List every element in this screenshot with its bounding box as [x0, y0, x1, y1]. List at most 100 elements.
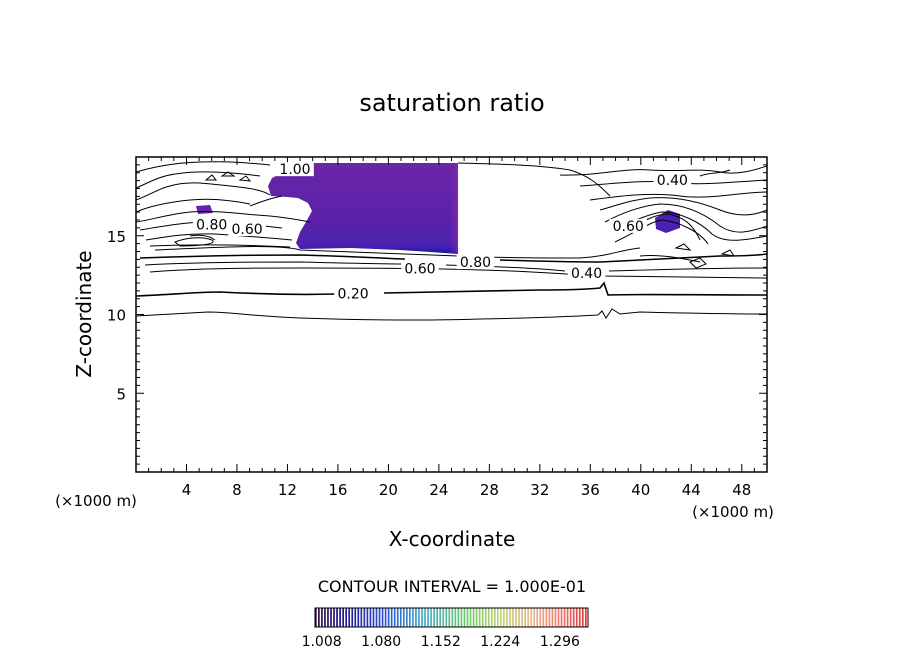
colorbar-tick-label: 1.008	[302, 634, 342, 650]
colorbar-labels: 1.008 1.080 1.152 1.224 1.296	[302, 634, 580, 650]
colorbar-stripe	[475, 608, 478, 627]
colorbar-stripe	[551, 608, 554, 627]
colorbar-stripe	[506, 608, 508, 627]
contour-label-bg	[567, 266, 606, 281]
colorbar-stripe	[342, 608, 344, 627]
contour-label: 0.60	[404, 261, 435, 277]
colorbar-stripe	[500, 608, 502, 627]
colorbar-stripe	[490, 608, 493, 627]
colorbar-stripe	[418, 608, 420, 627]
colorbar-stripe	[493, 608, 496, 627]
colorbar-stripe	[454, 608, 457, 627]
colorbar-stripe	[578, 608, 581, 627]
colorbar-stripe	[515, 608, 517, 627]
colorbar-stripe	[548, 608, 551, 627]
y-tick-label: 10	[107, 307, 126, 325]
contour-label: 0.60	[613, 219, 644, 235]
colorbar-stripe	[315, 608, 317, 627]
chart-title: saturation ratio	[359, 89, 544, 117]
contour-label-bg	[228, 222, 266, 237]
colorbar-stripe	[557, 608, 560, 627]
contour-interval-label: CONTOUR INTERVAL = 1.000E-01	[318, 577, 586, 596]
colorbar-stripe	[357, 608, 360, 627]
colorbar-stripe	[536, 608, 539, 627]
colorbar-stripe	[439, 608, 442, 627]
colorbar-stripe	[384, 608, 387, 627]
colorbar-stripe	[554, 608, 557, 627]
y-axis-units: (×1000 m)	[55, 492, 137, 510]
colorbar-frame	[314, 607, 589, 628]
colorbar-stripe	[433, 608, 435, 627]
colorbar-stripe	[448, 608, 451, 627]
colorbar-stripe	[390, 608, 393, 627]
contour-label: 0.80	[460, 255, 491, 271]
colorbar-stripe	[584, 608, 587, 627]
colorbar-stripe	[399, 608, 402, 627]
x-tick-label: 12	[278, 481, 297, 499]
y-tick-label: 15	[107, 228, 126, 246]
colorbar-stripe	[575, 608, 578, 627]
colorbar-stripe	[354, 608, 357, 627]
colorbar-stripe	[412, 608, 414, 627]
y-tick-label: 5	[116, 385, 126, 403]
colorbar-stripe	[372, 608, 375, 627]
x-tick-label: 36	[581, 481, 600, 499]
contour-label-bg	[276, 162, 314, 177]
contour-label-bg	[192, 217, 231, 232]
supersaturation-fill	[268, 163, 458, 254]
colorbar-stripe	[503, 608, 505, 627]
colorbar-stripe	[415, 608, 417, 627]
colorbar-stripe	[351, 608, 354, 627]
colorbar-stripe	[375, 608, 378, 627]
colorbar-stripe	[421, 608, 423, 627]
colorbar-stripe	[572, 608, 575, 627]
plot-area	[136, 161, 767, 321]
contour-label: 0.80	[196, 217, 227, 233]
y-tick-labels: 5 10 15	[107, 228, 126, 404]
colorbar-stripe	[406, 608, 408, 627]
colorbar-stripe	[539, 608, 542, 627]
contour-label: 0.40	[571, 266, 602, 282]
colorbar-stripe	[442, 608, 445, 627]
contour-label-bg	[653, 173, 692, 188]
x-tick-label: 20	[379, 481, 398, 499]
colorbar-stripe	[457, 608, 460, 627]
x-tick-label: 24	[429, 481, 448, 499]
colorbar-stripe	[581, 608, 584, 627]
colorbar-stripe	[545, 608, 548, 627]
colorbar-stripe	[566, 608, 569, 627]
colorbar-stripe	[366, 608, 369, 627]
colorbar-stripe	[324, 608, 326, 627]
colorbar-stripe	[518, 608, 520, 627]
colorbar-stripe	[512, 608, 514, 627]
colorbar-tick-label: 1.224	[480, 634, 520, 650]
colorbar-stripe	[330, 608, 332, 627]
colorbar-stripe	[487, 608, 490, 627]
colorbar-tick-label: 1.296	[540, 634, 580, 650]
colorbar-stripe	[381, 608, 384, 627]
colorbar-stripe	[560, 608, 563, 627]
colorbar-stripe	[333, 608, 335, 627]
contour-label-bg	[334, 286, 372, 301]
contour-label: 1.00	[279, 162, 310, 178]
x-axis-title: X-coordinate	[389, 527, 516, 551]
colorbar-stripe	[436, 608, 439, 627]
colorbar-stripe	[509, 608, 511, 627]
colorbar-stripe	[466, 608, 469, 627]
colorbar-stripe	[533, 608, 536, 627]
colorbar-stripe	[363, 608, 366, 627]
colorbar-stripe	[393, 608, 396, 627]
colorbar-stripe	[478, 608, 481, 627]
colorbar-stripe	[521, 608, 523, 627]
x-tick-label: 16	[328, 481, 347, 499]
colorbar-stripe	[345, 608, 348, 627]
colorbar-stripe	[563, 608, 566, 627]
colorbar-stripe	[542, 608, 545, 627]
contour-label-bg	[609, 218, 647, 233]
colorbar-stripe	[527, 608, 530, 627]
colorbar-stripe	[424, 608, 426, 627]
colorbar	[315, 608, 587, 627]
colorbar-stripe	[530, 608, 533, 627]
colorbar-stripe	[409, 608, 411, 627]
colorbar-stripe	[497, 608, 499, 627]
